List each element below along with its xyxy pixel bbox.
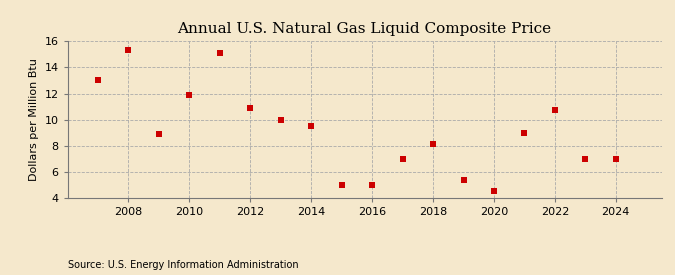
Y-axis label: Dollars per Million Btu: Dollars per Million Btu <box>29 58 38 181</box>
Point <box>215 51 225 55</box>
Point <box>397 156 408 161</box>
Point <box>306 124 317 128</box>
Point <box>580 156 591 161</box>
Text: Source: U.S. Energy Information Administration: Source: U.S. Energy Information Administ… <box>68 260 298 270</box>
Point <box>92 78 103 82</box>
Point <box>489 189 500 194</box>
Point <box>153 132 164 136</box>
Point <box>245 106 256 110</box>
Point <box>123 48 134 53</box>
Point <box>336 183 347 187</box>
Title: Annual U.S. Natural Gas Liquid Composite Price: Annual U.S. Natural Gas Liquid Composite… <box>178 22 551 36</box>
Point <box>610 156 621 161</box>
Point <box>367 183 377 187</box>
Point <box>275 117 286 122</box>
Point <box>184 93 195 97</box>
Point <box>519 131 530 135</box>
Point <box>458 178 469 182</box>
Point <box>549 108 560 113</box>
Point <box>428 142 439 147</box>
